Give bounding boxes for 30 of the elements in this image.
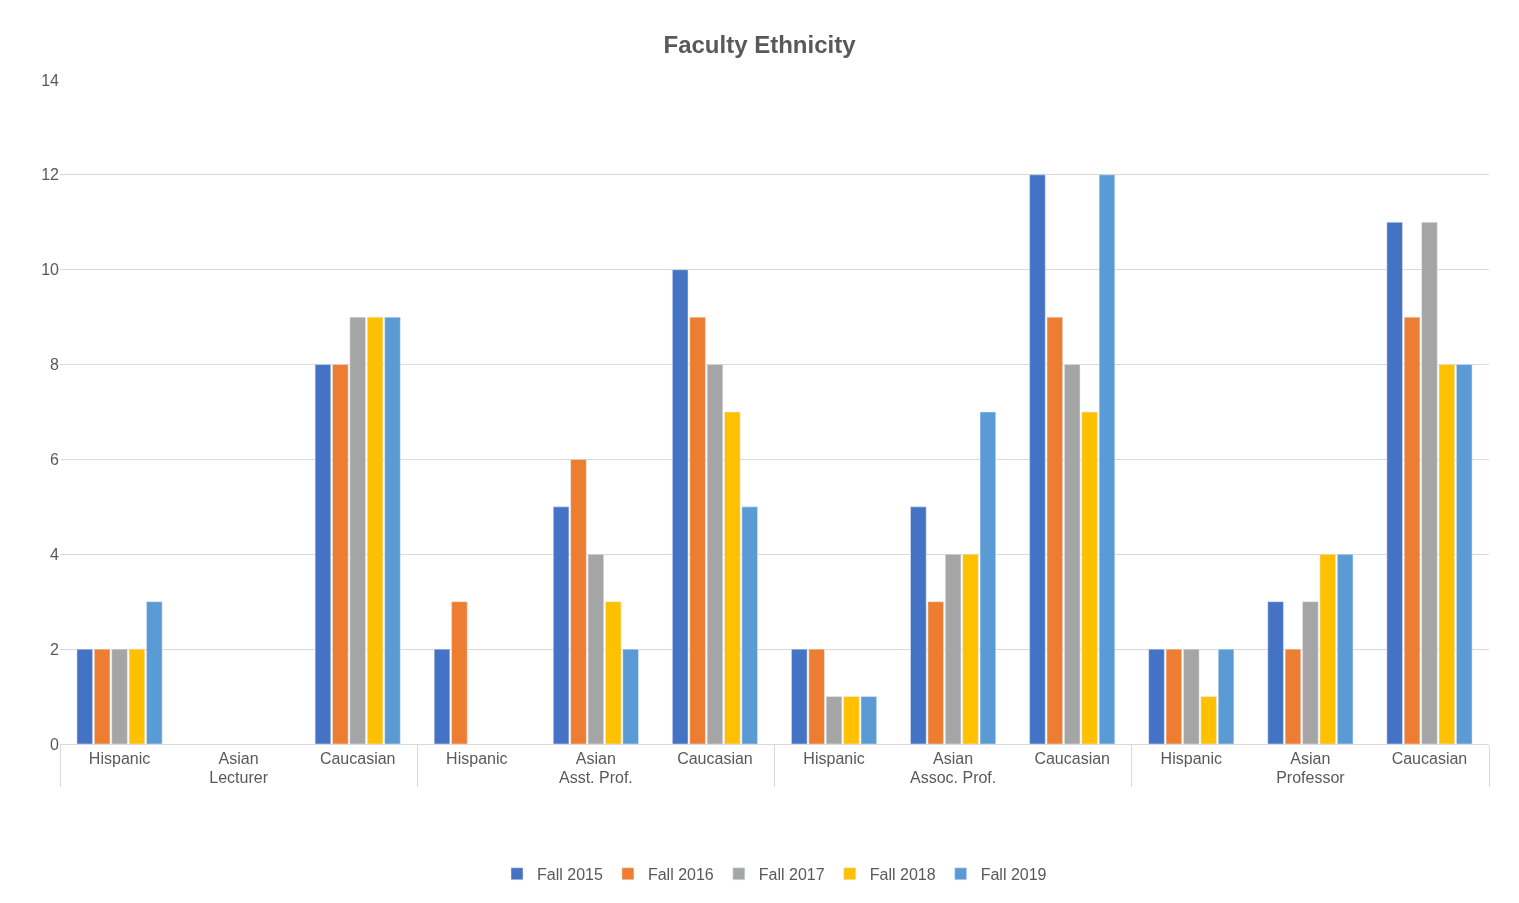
y-tick-label: 2 bbox=[50, 640, 60, 658]
legend-label: Fall 2016 bbox=[647, 866, 714, 884]
x-tick-label: Hispanic bbox=[88, 750, 151, 768]
legend-label: Fall 2018 bbox=[869, 866, 936, 884]
y-tick-label: 12 bbox=[41, 166, 60, 184]
y-tick-label: 14 bbox=[41, 71, 60, 89]
x-tick-label: Hispanic bbox=[1160, 750, 1222, 768]
x-tick-label: Hispanic bbox=[803, 750, 865, 768]
legend-label: Fall 2017 bbox=[758, 866, 825, 884]
legend-label: Fall 2019 bbox=[980, 866, 1047, 884]
text: Assoc. Prof. bbox=[909, 769, 997, 787]
x-tick-label: Caucasian bbox=[319, 750, 396, 768]
y-tick-label: 4 bbox=[50, 545, 60, 563]
legend-label: Fall 2015 bbox=[537, 866, 603, 884]
text: Lecturer bbox=[209, 769, 269, 787]
x-tick-label: Asian bbox=[1290, 750, 1331, 768]
y-tick-label: 8 bbox=[50, 356, 60, 374]
x-tick-label: Caucasian bbox=[1034, 750, 1111, 768]
x-tick-label: Hispanic bbox=[446, 750, 508, 768]
y-tick-label: 10 bbox=[41, 261, 60, 279]
chart-title: Faculty Ethnicity bbox=[663, 30, 857, 58]
x-tick-label: Asian bbox=[575, 750, 616, 768]
y-tick-label: 6 bbox=[50, 451, 60, 469]
x-tick-label: Caucasian bbox=[1391, 750, 1468, 768]
y-tick-label: 0 bbox=[50, 735, 60, 753]
x-tick-label: Caucasian bbox=[677, 750, 753, 768]
text: Asst. Prof. bbox=[558, 769, 633, 787]
x-tick-label: Asian bbox=[218, 750, 259, 768]
x-tick-label: Asian bbox=[933, 750, 974, 768]
text: Professor bbox=[1276, 769, 1346, 787]
